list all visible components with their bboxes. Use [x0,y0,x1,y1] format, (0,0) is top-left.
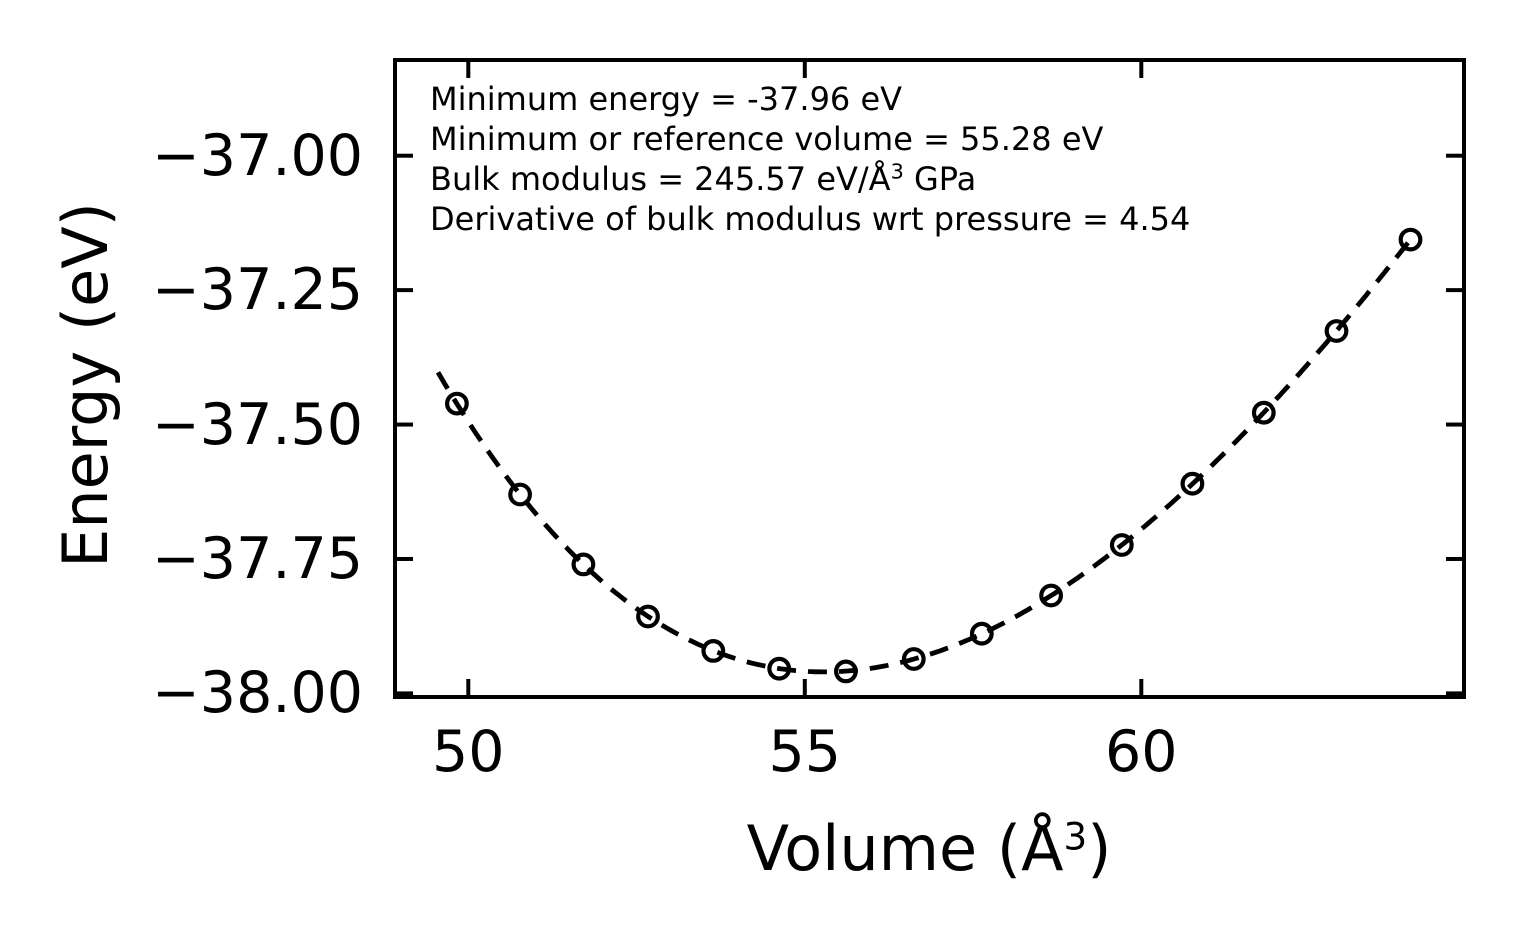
data-point-marker [1039,583,1063,608]
x-axis-title-post: ) [1087,812,1112,885]
annotation-min-volume: Minimum or reference volume = 55.28 eV [430,120,1104,158]
data-point-marker [445,391,469,416]
data-point-marker [834,659,858,684]
annotation-bulk-modulus-superscript: 3 [890,159,904,184]
x-tick-label: 55 [768,719,842,785]
data-point-marker [901,647,926,671]
fit-curve [435,233,1416,675]
data-point-marker [701,639,726,663]
x-axis-title: Volume (Å3) [629,814,1229,884]
data-point-marker [571,552,596,577]
data-point-marker [767,656,792,681]
annotation-min-energy: Minimum energy = -37.96 eV [430,80,903,118]
annotation-bulk-modulus-pre: Bulk modulus = 245.57 eV/Å [430,160,891,198]
y-tick-label: −37.75 [152,525,363,592]
plot-area [393,58,1466,699]
data-point-marker [1109,533,1134,557]
annotation-bulk-modulus-derivative: Derivative of bulk modulus wrt pressure … [430,200,1191,238]
y-axis-title: Energy (eV) [49,202,122,568]
y-tick-label: −37.00 [152,122,363,189]
data-point-marker [1180,471,1205,496]
annotation-bulk-modulus-post: GPa [903,160,977,198]
y-tick-label: −38.00 [152,660,363,727]
data-point-marker [1324,319,1349,343]
data-point-marker [1251,400,1276,425]
x-tick-label: 50 [432,719,505,785]
data-point-marker [969,621,994,646]
annotation-bulk-modulus: Bulk modulus = 245.57 eV/Å3 GPa [430,159,1190,199]
data-point-marker [508,482,532,507]
fit-results-annotation: Minimum energy = -37.96 eV Minimum or re… [430,79,1190,239]
y-tick-label: −37.25 [152,257,363,324]
data-point-marker [636,604,660,629]
y-tick-label: −37.50 [152,391,363,458]
x-tick-label: 60 [1105,719,1178,785]
data-point-marker [1398,227,1423,252]
x-axis-title-superscript: 3 [1063,814,1088,859]
eos-chart [397,62,1462,695]
x-axis-title-pre: Volume (Å [746,812,1064,885]
